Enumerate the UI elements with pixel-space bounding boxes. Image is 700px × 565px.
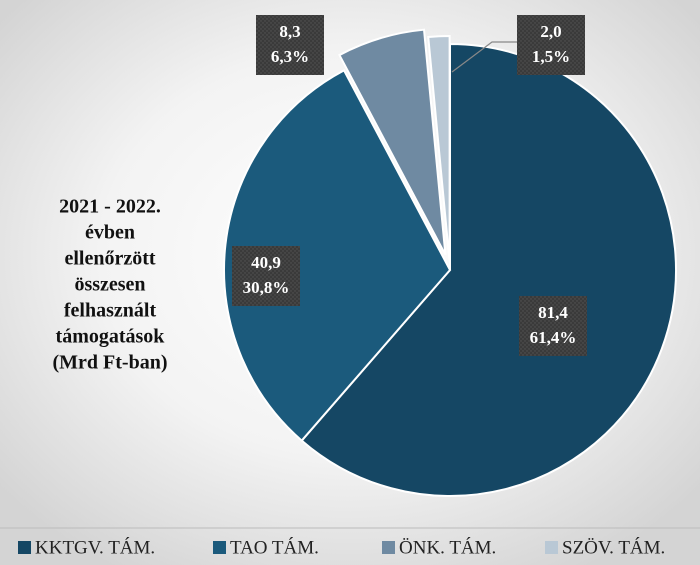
legend-label: KKTGV. TÁM.: [35, 536, 155, 558]
chart-title: ellenőrzött: [64, 248, 155, 270]
legend-swatch: [18, 541, 31, 554]
pie-slice: [300, 42, 677, 497]
legend-label: TAO TÁM.: [230, 536, 319, 558]
data-label-box: [517, 15, 585, 75]
chart-title: évben: [85, 222, 135, 244]
pie-slice: [338, 28, 447, 256]
legend-swatch: [213, 541, 226, 554]
data-label: 8,3: [279, 22, 300, 41]
legend-swatch: [382, 541, 395, 554]
chart-title: felhasznált: [64, 300, 157, 322]
data-label: 81,4: [538, 303, 568, 322]
legend-swatch: [545, 541, 558, 554]
chart-title: 2021 - 2022.: [59, 196, 161, 218]
data-label-box: [232, 246, 300, 306]
data-label: 40,9: [251, 253, 281, 272]
leader-line: [451, 41, 518, 73]
data-label-box: [519, 296, 587, 356]
legend-label: ÖNK. TÁM.: [399, 536, 496, 558]
pie-slice: [427, 35, 451, 263]
data-label: 61,4%: [530, 328, 577, 347]
chart-title: támogatások: [56, 326, 166, 348]
data-label: 2,0: [540, 22, 561, 41]
chart-title: összesen: [74, 274, 145, 296]
legend-label: SZÖV. TÁM.: [562, 536, 665, 558]
chart-title: (Mrd Ft-ban): [53, 352, 168, 374]
data-label-box: [256, 15, 324, 75]
data-label: 6,3%: [271, 47, 309, 66]
data-label: 1,5%: [532, 47, 570, 66]
pie-slice: [223, 69, 452, 442]
data-label: 30,8%: [243, 278, 290, 297]
